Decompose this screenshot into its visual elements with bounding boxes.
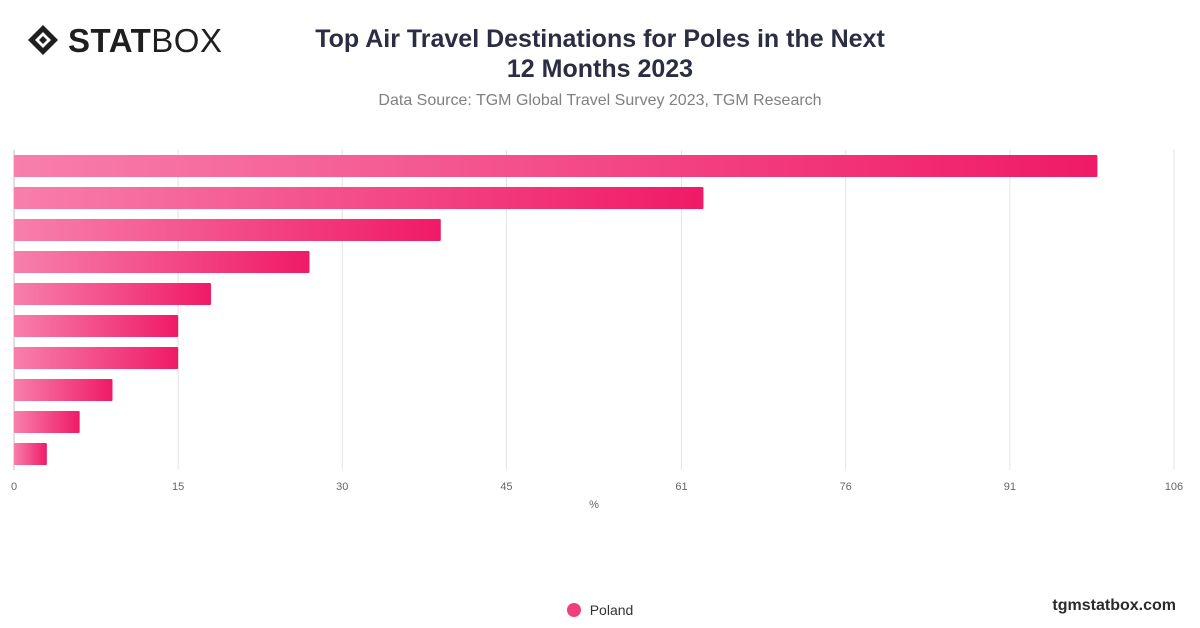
bars (14, 155, 1098, 465)
chart-subtitle: Data Source: TGM Global Travel Survey 20… (378, 92, 822, 109)
x-tick-label: 45 (500, 481, 512, 493)
bar[interactable] (14, 155, 1098, 177)
legend-dot-icon (566, 603, 581, 617)
chart-title: Top Air Travel Destinations for Poles in… (315, 25, 885, 83)
bar[interactable] (14, 411, 80, 433)
bar[interactable] (14, 283, 211, 305)
site-url: tgmstatbox.com (1052, 597, 1176, 614)
x-tick-label: 106 (1165, 481, 1183, 493)
diamond-logo-icon (28, 25, 58, 55)
x-axis-label: % (589, 499, 599, 511)
logo-wordmark: STATBOX (68, 21, 223, 59)
x-tick-label: 76 (840, 481, 852, 493)
statbox-logo: STATBOX (26, 22, 222, 58)
legend: Poland (0, 602, 1200, 622)
bar[interactable] (14, 379, 113, 401)
x-tick-label: 61 (675, 481, 687, 493)
bar[interactable] (14, 251, 310, 273)
x-tick-label: 0 (11, 481, 17, 493)
x-tick-label: 91 (1004, 481, 1016, 493)
x-tick-label: 30 (336, 481, 348, 493)
bar[interactable] (14, 219, 441, 241)
legend-label: Poland (589, 602, 634, 618)
bar[interactable] (14, 347, 179, 369)
x-axis-ticks: 0 15 30 45 61 76 91 106 (11, 481, 1183, 493)
legend-item-poland[interactable]: Poland (566, 602, 634, 618)
bar[interactable] (14, 443, 47, 465)
bar[interactable] (14, 187, 704, 209)
x-tick-label: 15 (172, 481, 184, 493)
bar[interactable] (14, 315, 179, 337)
